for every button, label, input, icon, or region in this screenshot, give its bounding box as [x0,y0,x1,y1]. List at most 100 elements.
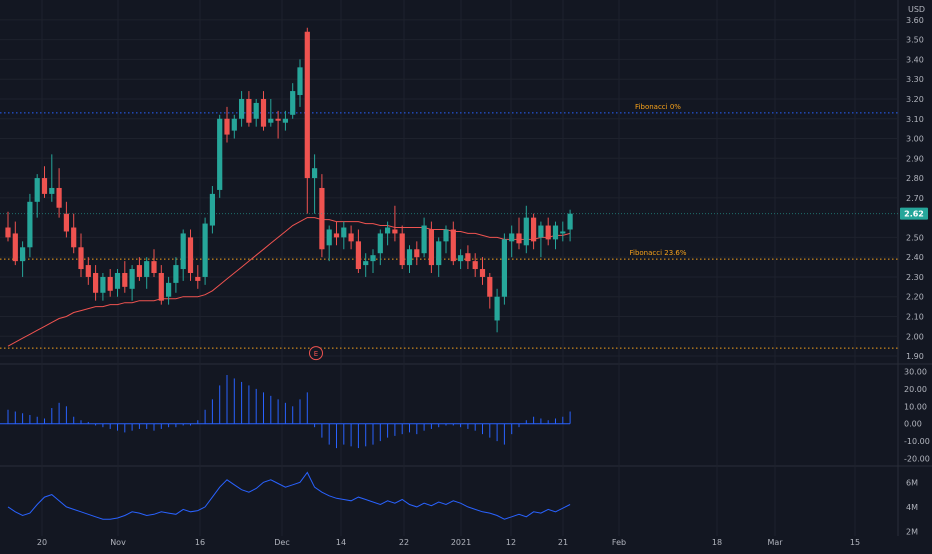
last-price-text: 2.62 [904,210,924,219]
candle[interactable] [560,221,566,242]
candle[interactable] [385,221,391,246]
candle[interactable] [144,257,150,289]
candle[interactable] [260,91,267,131]
candle[interactable] [312,154,318,214]
candle[interactable] [282,110,288,131]
candle-body [348,233,354,242]
candle-body [326,229,332,246]
candle[interactable] [319,174,325,258]
candle[interactable] [71,213,77,254]
candle[interactable] [531,213,537,250]
candle[interactable] [231,114,237,139]
candle[interactable] [56,168,62,218]
candle[interactable] [63,201,69,238]
oscillator-pane[interactable] [0,374,571,449]
candle-body [20,247,26,262]
candle[interactable] [93,265,99,301]
candle[interactable] [224,106,230,143]
candle-body [34,178,40,202]
candle[interactable] [399,225,405,270]
candle[interactable] [479,257,486,285]
candle[interactable] [465,245,471,270]
candle[interactable] [158,265,164,305]
candle[interactable] [333,221,340,246]
candle[interactable] [27,193,33,258]
candle[interactable] [443,225,449,254]
candle[interactable] [501,233,507,305]
candle[interactable] [523,205,529,254]
y-tick-label: 3.00 [906,135,924,144]
candle[interactable] [458,249,464,270]
candle[interactable] [436,237,442,277]
candle[interactable] [421,217,427,258]
candle[interactable] [363,253,369,277]
candle[interactable] [41,166,48,198]
candle[interactable] [187,229,194,281]
candle[interactable] [509,225,515,258]
moving-average-line [7,217,571,347]
candle[interactable] [209,185,215,234]
candle[interactable] [450,221,456,266]
candle[interactable] [217,114,223,198]
candle-body [100,276,106,293]
candle[interactable] [253,98,259,127]
candle[interactable] [107,269,113,297]
candle[interactable] [268,98,274,127]
candle[interactable] [20,241,26,277]
candle[interactable] [180,229,186,281]
candle[interactable] [49,154,55,202]
fibonacci-levels[interactable]: Fibonacci 0% Fibonacci 23.6% [0,103,898,349]
candle[interactable] [12,221,18,266]
candle[interactable] [100,272,106,301]
candle[interactable] [114,269,121,297]
candle[interactable] [173,257,179,293]
candle-body [304,31,310,179]
candle[interactable] [78,233,84,277]
candle[interactable] [355,229,361,273]
candle[interactable] [348,225,354,250]
candlesticks[interactable] [5,27,573,333]
candle[interactable] [304,27,310,214]
candle[interactable] [166,276,172,305]
candle[interactable] [370,249,376,273]
candle[interactable] [122,261,128,293]
candle[interactable] [516,217,522,250]
candle[interactable] [472,253,478,277]
candle[interactable] [552,221,559,250]
candle[interactable] [195,265,201,289]
earnings-marker[interactable] [309,346,323,361]
candle-body [5,227,11,238]
candle[interactable] [341,221,347,250]
volume-pane[interactable] [7,471,571,520]
candle[interactable] [151,249,157,277]
candle[interactable] [428,221,434,273]
candle[interactable] [414,241,420,266]
candle[interactable] [136,257,142,281]
candle[interactable] [34,174,40,218]
candle[interactable] [538,221,544,258]
candle[interactable] [406,245,413,273]
candle[interactable] [129,265,135,301]
y-tick-label: 2.70 [906,194,924,203]
candle[interactable] [297,59,303,107]
candle[interactable] [290,83,296,119]
candle[interactable] [202,217,208,285]
candle-body [370,255,376,262]
candle[interactable] [392,205,398,242]
candle-body [567,213,573,230]
candle[interactable] [545,217,551,246]
candle[interactable] [567,209,573,242]
candle-body [275,118,281,121]
candle[interactable] [85,257,91,285]
candle[interactable] [246,91,252,127]
candle[interactable] [494,288,500,333]
candle[interactable] [5,211,11,242]
candle[interactable] [377,229,383,266]
candle[interactable] [239,91,245,127]
candle[interactable] [326,225,332,262]
candle[interactable] [487,272,493,309]
candle-body [56,187,62,208]
candle[interactable] [275,110,281,139]
x-tick-label: 22 [399,538,409,547]
